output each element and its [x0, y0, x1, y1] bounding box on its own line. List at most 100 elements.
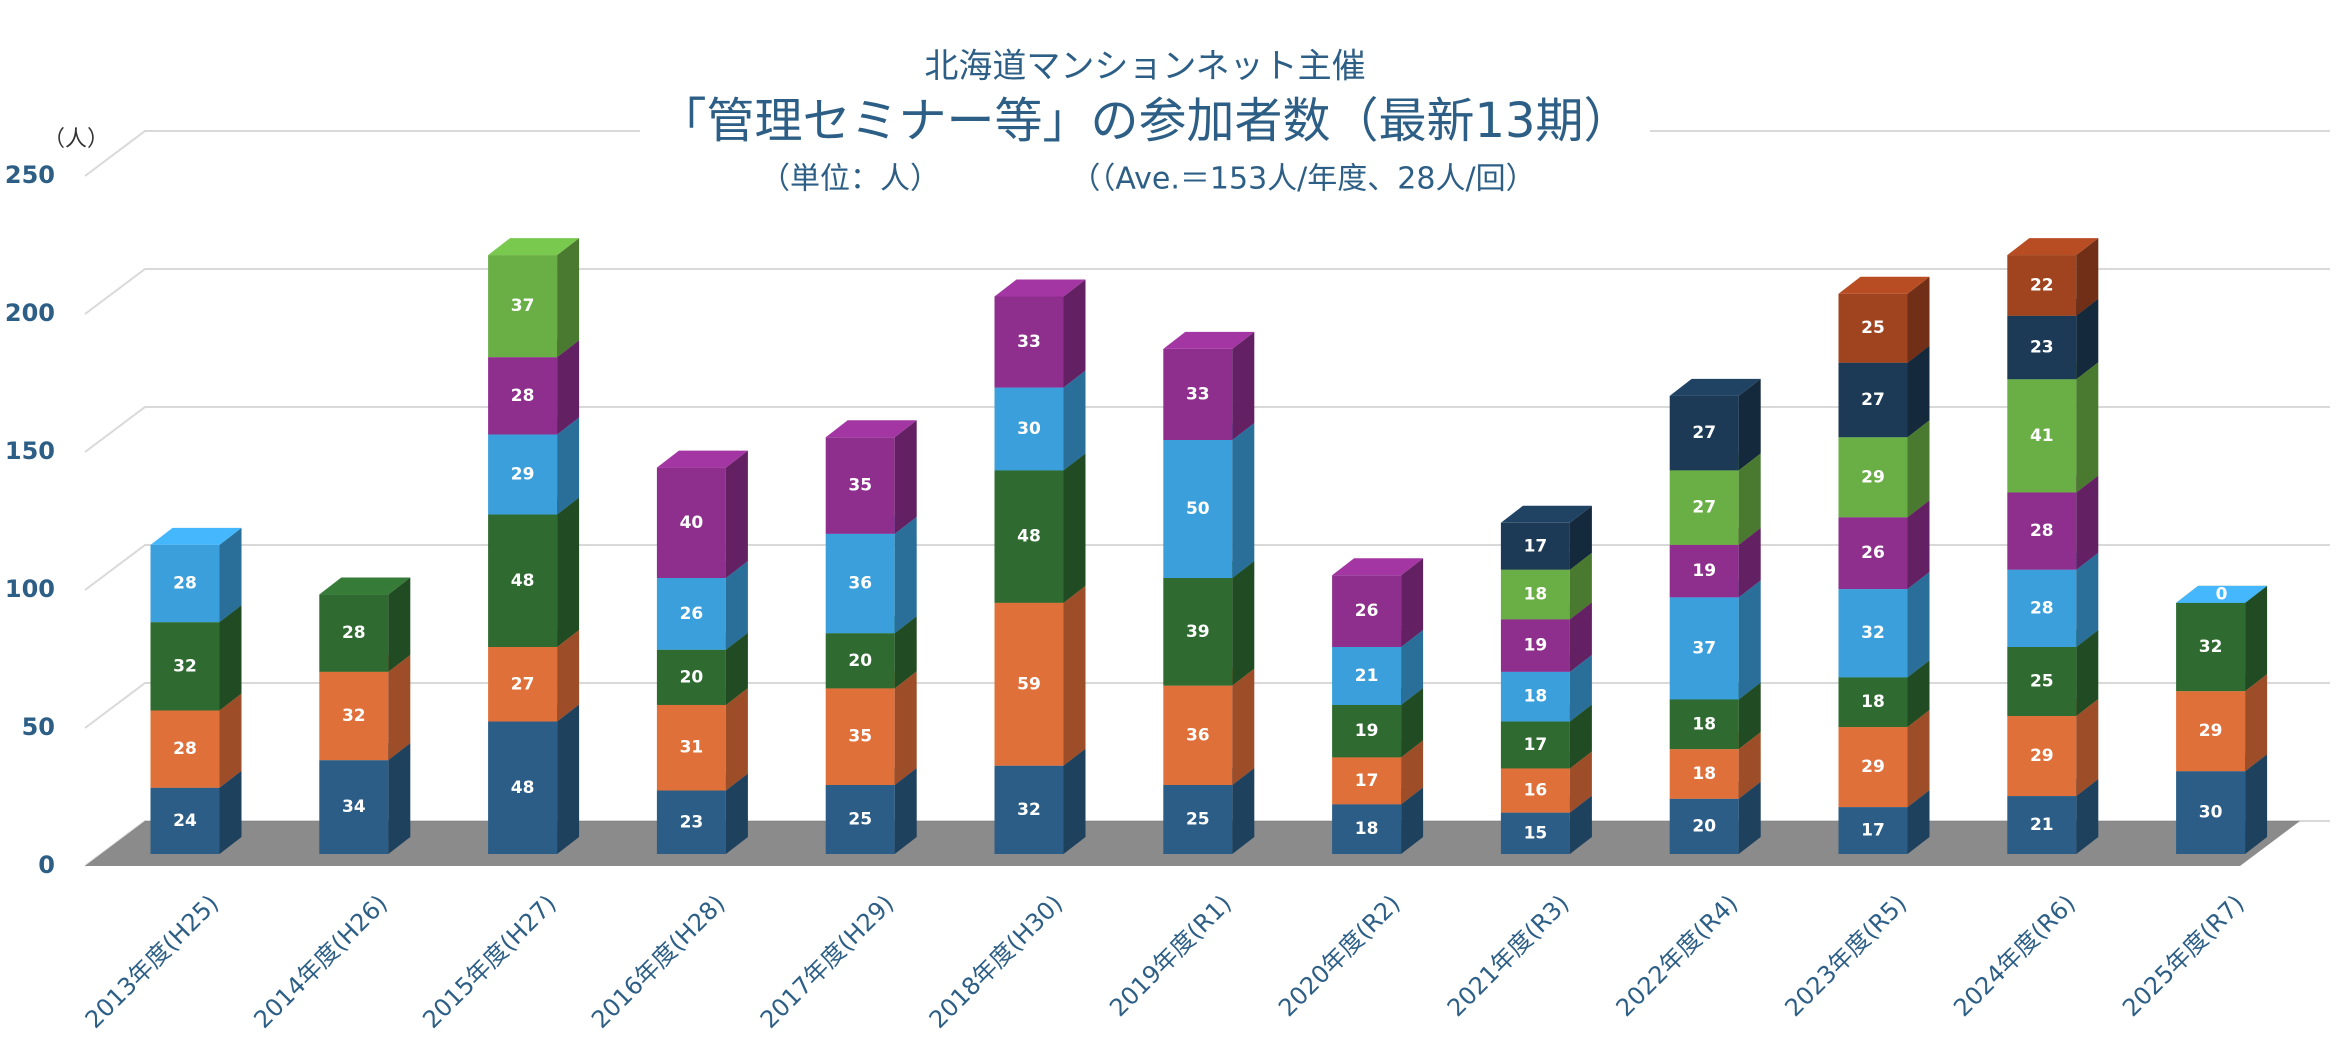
data-label: 26	[1861, 543, 1885, 563]
data-label: 36	[1186, 725, 1210, 745]
y-tick-label: 200	[5, 299, 55, 327]
grid-line	[84, 268, 2330, 315]
data-label: 39	[1186, 622, 1210, 642]
x-tick-label: 2017年度(H29)	[755, 889, 900, 1034]
bar-segment	[1838, 276, 1930, 363]
x-tick-label: 2016年度(H28)	[586, 889, 731, 1034]
data-label: 19	[1355, 721, 1379, 741]
bars: 24 28 32 28 34 32 28 48 27 48 29 28 37 23 31 20 26 40 25 35…	[150, 238, 2268, 854]
data-label: 48	[511, 778, 535, 798]
data-label: 28	[173, 739, 197, 759]
data-label: 19	[1692, 561, 1716, 581]
data-label: 37	[1692, 638, 1716, 658]
data-label: 29	[1861, 467, 1885, 487]
data-label: 32	[173, 656, 197, 676]
data-label: 21	[1355, 666, 1379, 686]
data-label: 41	[2030, 426, 2054, 446]
data-label: 18	[1861, 692, 1885, 712]
data-label: 18	[1692, 764, 1716, 784]
data-label: 33	[1017, 332, 1041, 352]
bar-segment	[1669, 378, 1761, 471]
grid-line	[84, 682, 2330, 729]
bar-segment	[319, 577, 411, 672]
y-tick-label: 0	[38, 851, 55, 879]
data-label: 15	[1524, 823, 1548, 843]
annotation: （（Ave.＝153人/年度、28人/回）	[1070, 162, 1535, 197]
bar-segment	[1500, 505, 1592, 570]
data-label: 17	[1355, 771, 1379, 791]
data-label: 26	[680, 604, 704, 624]
data-label: 18	[1524, 687, 1548, 707]
data-label: 59	[1017, 674, 1041, 694]
x-tick-label: 2020年度(R2)	[1273, 889, 1406, 1022]
data-label: 26	[1355, 601, 1379, 621]
data-label: 27	[1861, 390, 1885, 410]
data-label: 23	[680, 812, 704, 832]
data-label: 20	[848, 651, 872, 671]
chart-title: 「管理セミナー等」の参加者数（最新13期）	[658, 93, 1631, 149]
data-label: 16	[1524, 781, 1548, 801]
bar-segment	[150, 527, 242, 623]
bar-segment	[825, 420, 917, 534]
pretitle: 北海道マンションネット主催	[924, 47, 1365, 87]
data-label: 25	[2030, 672, 2054, 692]
x-tick-label: 2021年度(R3)	[1442, 889, 1575, 1022]
bar-segment	[488, 704, 580, 854]
data-label: 22	[2030, 275, 2054, 295]
data-label: 17	[1524, 536, 1548, 556]
data-label: 32	[1017, 800, 1041, 820]
title-backdrop	[640, 96, 1650, 154]
y-tick-label: 250	[5, 161, 55, 189]
y-axis-unit: （人）	[43, 127, 109, 152]
data-label: 30	[2199, 803, 2223, 823]
data-label: 28	[2030, 598, 2054, 618]
x-tick-label: 2024年度(R6)	[1948, 889, 2081, 1022]
data-label: 32	[1861, 623, 1885, 643]
data-label: 35	[848, 476, 872, 496]
bar-segment	[2176, 585, 2268, 603]
data-label: 20	[680, 667, 704, 687]
data-label: 20	[1692, 816, 1716, 836]
data-label: 32	[2199, 637, 2223, 657]
y-tick-label: 100	[5, 575, 55, 603]
data-label: 27	[511, 674, 535, 694]
data-label: 27	[1692, 423, 1716, 443]
data-label: 28	[173, 574, 197, 594]
data-label: 23	[2030, 338, 2054, 358]
bar-segment	[994, 279, 1086, 388]
bar-segment	[656, 450, 748, 578]
data-label: 21	[2030, 815, 2054, 835]
data-label: 32	[342, 706, 366, 726]
data-label: 18	[1355, 819, 1379, 839]
data-label: 18	[1692, 714, 1716, 734]
data-label: 40	[680, 513, 704, 533]
data-label: 29	[511, 465, 535, 485]
bar-segment	[1332, 558, 1424, 647]
data-label: 27	[1692, 498, 1716, 518]
data-label: 29	[2199, 721, 2223, 741]
data-label: 25	[1861, 318, 1885, 338]
data-label: 36	[848, 574, 872, 594]
data-label: 50	[1186, 499, 1210, 519]
x-tick-label: 2015年度(H27)	[417, 889, 562, 1034]
data-label: 48	[1017, 527, 1041, 547]
data-label: 0	[2216, 584, 2228, 604]
data-label: 34	[342, 797, 366, 817]
x-tick-label: 2013年度(H25)	[80, 889, 225, 1034]
data-label: 18	[1524, 585, 1548, 605]
y-tick-label: 150	[5, 437, 55, 465]
bar-segment	[488, 238, 580, 358]
data-label: 25	[848, 810, 872, 830]
x-tick-label: 2014年度(H26)	[248, 889, 393, 1034]
data-label: 17	[1861, 821, 1885, 841]
x-tick-label: 2023年度(R5)	[1779, 889, 1912, 1022]
bar-segment	[1163, 423, 1255, 578]
data-label: 31	[680, 738, 704, 758]
data-label: 28	[342, 623, 366, 643]
data-label: 17	[1524, 735, 1548, 755]
x-tick-label: 2018年度(H30)	[924, 889, 1069, 1034]
data-label: 28	[2030, 521, 2054, 541]
bar-segment	[2007, 238, 2099, 316]
data-label: 28	[511, 386, 535, 406]
